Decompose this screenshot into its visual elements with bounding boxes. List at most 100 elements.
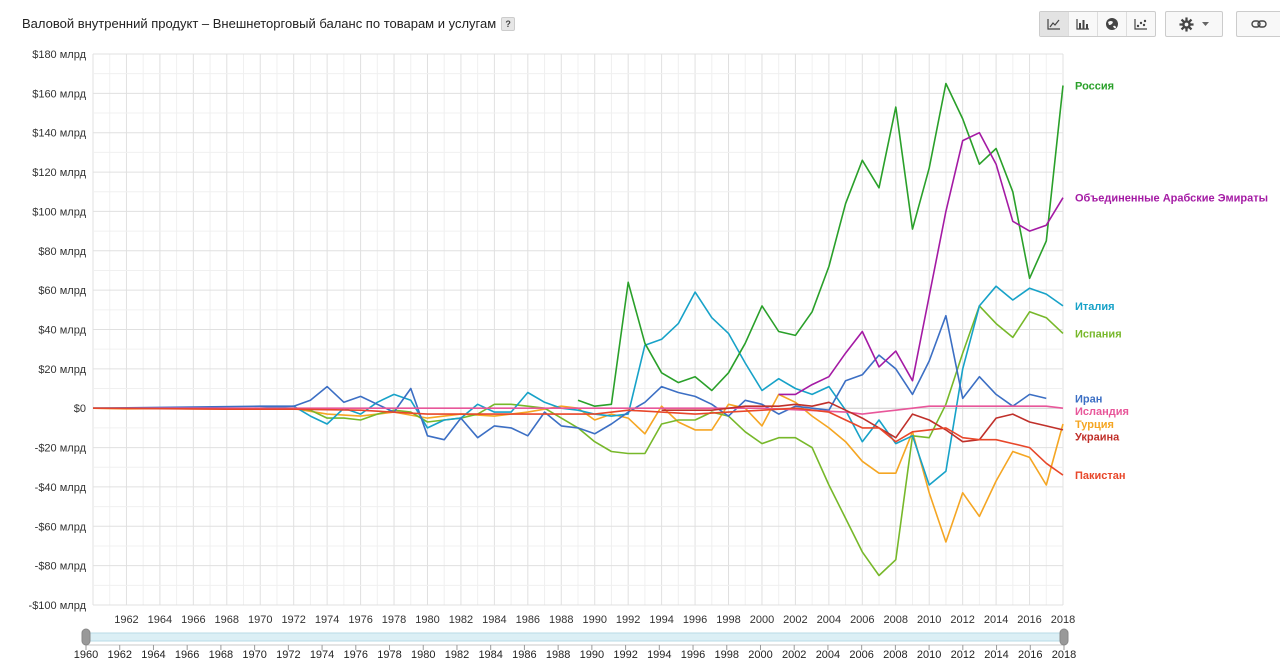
bar-chart-icon xyxy=(1076,19,1089,30)
x-tick-label: 2002 xyxy=(783,614,807,626)
series-labels: Россия Объединенные Арабские Эмираты Итали… xyxy=(1075,80,1268,482)
x-axis: 1962 1964 1966 1968 1970 1972 1974 1976 1978 1980… xyxy=(114,614,1075,626)
y-tick-label: $180 млрд xyxy=(32,49,86,61)
slider-end-handle[interactable] xyxy=(1059,628,1069,646)
globe-map-icon xyxy=(1106,18,1118,30)
slider-tick-label: 1994 xyxy=(647,649,671,661)
slider-tick-label: 1986 xyxy=(512,649,536,661)
x-tick-label: 1976 xyxy=(348,614,372,626)
slider-tick-label: 2016 xyxy=(1018,649,1042,661)
y-tick-label: $0 xyxy=(74,403,86,415)
slider-tick-label: 2012 xyxy=(951,649,975,661)
chart-title: Валовой внутренний продукт – Внешнеторго… xyxy=(22,16,516,31)
x-tick-label: 1986 xyxy=(516,614,540,626)
series-line[interactable] xyxy=(92,407,1064,476)
slider-tick-label: 1976 xyxy=(344,649,368,661)
y-tick-label: $140 млрд xyxy=(32,128,86,140)
time-range-slider[interactable]: 1960 1962 1964 1966 1968 1970 1972 1974 1976 1978… xyxy=(74,628,1076,661)
x-tick-label: 2018 xyxy=(1051,614,1075,626)
series-line[interactable] xyxy=(93,405,1064,415)
settings-button[interactable] xyxy=(1165,11,1223,37)
chart-type-toolbar xyxy=(1039,11,1156,37)
series-line[interactable] xyxy=(778,131,1064,396)
line-chart-button[interactable] xyxy=(1040,12,1069,36)
y-tick-label: -$80 млрд xyxy=(35,561,87,573)
map-chart-button[interactable] xyxy=(1098,12,1127,36)
x-tick-label: 1964 xyxy=(148,614,172,626)
slider-tick-label: 2008 xyxy=(883,649,907,661)
series-label[interactable]: Италия xyxy=(1075,301,1115,313)
bar-chart-button[interactable] xyxy=(1069,12,1098,36)
series-label[interactable]: Иран xyxy=(1075,393,1102,405)
x-tick-label: 1996 xyxy=(683,614,707,626)
x-tick-label: 1988 xyxy=(549,614,573,626)
chart-grid xyxy=(92,53,1064,606)
slider-tick-label: 1968 xyxy=(209,649,233,661)
chart-type-group xyxy=(1039,11,1156,37)
series-line[interactable] xyxy=(661,401,1064,443)
x-tick-label: 2014 xyxy=(984,614,1008,626)
slider-start-handle[interactable] xyxy=(81,628,91,646)
link-icon xyxy=(1251,20,1267,28)
line-chart-icon xyxy=(1047,19,1060,30)
series-line[interactable] xyxy=(93,285,1064,486)
series-label[interactable]: Украина xyxy=(1075,431,1120,443)
x-tick-label: 2004 xyxy=(817,614,841,626)
series-label[interactable]: Турция xyxy=(1075,419,1114,431)
help-button[interactable]: ? xyxy=(501,16,516,31)
y-tick-label: $160 млрд xyxy=(32,88,86,100)
y-tick-label: $20 млрд xyxy=(38,364,86,376)
x-tick-label: 1980 xyxy=(415,614,439,626)
series-line[interactable] xyxy=(92,314,1047,441)
slider-tick-label: 2010 xyxy=(917,649,941,661)
y-axis: $180 млрд $160 млрд $140 млрд $120 млрд $100… xyxy=(29,49,87,612)
caret-down-icon xyxy=(1202,22,1209,26)
series-line[interactable] xyxy=(92,393,1064,543)
slider-tick-label: 2004 xyxy=(816,649,840,661)
x-tick-label: 2012 xyxy=(950,614,974,626)
slider-tick-label: 1990 xyxy=(580,649,604,661)
x-tick-label: 1966 xyxy=(181,614,205,626)
slider-tick-label: 2000 xyxy=(748,649,772,661)
series-line[interactable] xyxy=(260,305,1064,577)
x-tick-label: 1982 xyxy=(449,614,473,626)
slider-tick-label: 1972 xyxy=(276,649,300,661)
x-tick-label: 1962 xyxy=(114,614,138,626)
y-tick-label: $80 млрд xyxy=(38,246,86,258)
y-tick-label: $120 млрд xyxy=(32,167,86,179)
slider-tick-label: 1962 xyxy=(107,649,131,661)
series-label[interactable]: Пакистан xyxy=(1075,470,1126,482)
series-label[interactable]: Объединенные Арабские Эмираты xyxy=(1075,193,1268,205)
x-tick-label: 2008 xyxy=(884,614,908,626)
slider-tick-label: 2006 xyxy=(849,649,873,661)
series-label[interactable]: Испания xyxy=(1075,328,1122,340)
y-tick-label: $100 млрд xyxy=(32,206,86,218)
slider-tick-label: 1978 xyxy=(377,649,401,661)
slider-tick-label: 1966 xyxy=(175,649,199,661)
x-tick-label: 1994 xyxy=(649,614,673,626)
x-tick-label: 1998 xyxy=(716,614,740,626)
x-tick-label: 1990 xyxy=(582,614,606,626)
slider-tick-label: 1988 xyxy=(546,649,570,661)
slider-tick-label: 1984 xyxy=(478,649,502,661)
y-tick-label: $40 млрд xyxy=(38,325,86,337)
x-tick-label: 1984 xyxy=(482,614,506,626)
x-tick-label: 1978 xyxy=(382,614,406,626)
series-lines xyxy=(92,82,1064,577)
y-tick-label: $60 млрд xyxy=(38,285,86,297)
link-button[interactable] xyxy=(1236,11,1280,37)
slider-track[interactable] xyxy=(85,632,1065,642)
slider-tick-label: 1996 xyxy=(681,649,705,661)
x-tick-label: 1992 xyxy=(616,614,640,626)
series-label[interactable]: Исландия xyxy=(1075,406,1129,418)
series-line[interactable] xyxy=(577,82,1064,407)
slider-tick-label: 1960 xyxy=(74,649,98,661)
slider-tick-label: 1974 xyxy=(310,649,334,661)
slider-tick-label: 2018 xyxy=(1052,649,1076,661)
slider-tick-label: 2014 xyxy=(984,649,1008,661)
slider-tick-label: 1992 xyxy=(613,649,637,661)
series-label[interactable]: Россия xyxy=(1075,80,1114,92)
scatter-chart-button[interactable] xyxy=(1127,12,1155,36)
chart-title-text: Валовой внутренний продукт – Внешнеторго… xyxy=(22,16,497,31)
